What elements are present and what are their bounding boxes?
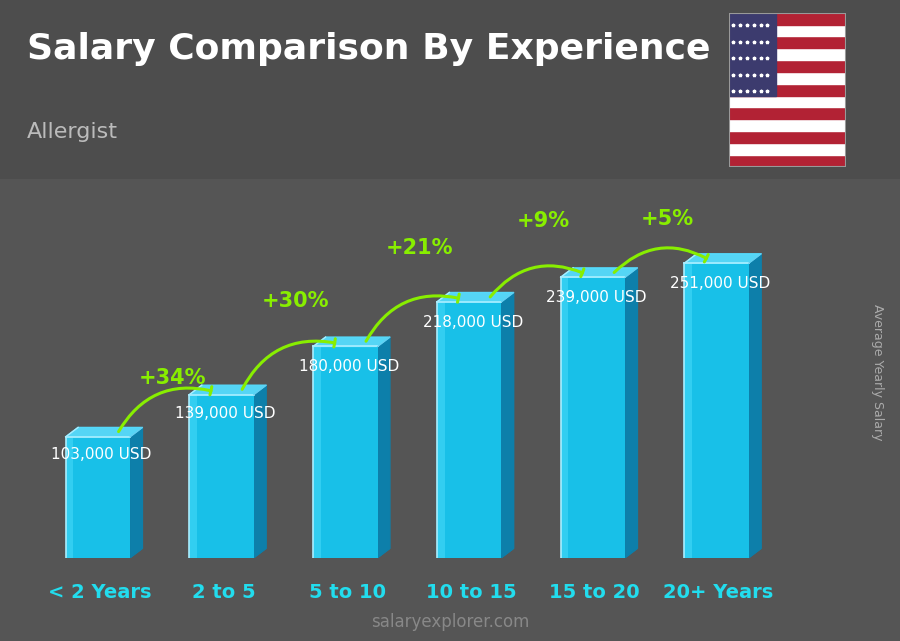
Polygon shape	[437, 292, 514, 302]
Text: 20+ Years: 20+ Years	[663, 583, 774, 603]
Text: +21%: +21%	[386, 238, 454, 258]
Bar	[729, 13, 846, 24]
Bar	[729, 13, 776, 96]
Text: salaryexplorer.com: salaryexplorer.com	[371, 613, 529, 631]
Text: +5%: +5%	[641, 209, 694, 229]
Polygon shape	[749, 254, 761, 558]
Text: 239,000 USD: 239,000 USD	[546, 290, 647, 305]
Polygon shape	[749, 548, 761, 558]
Bar	[313, 347, 377, 558]
Polygon shape	[501, 292, 514, 558]
Polygon shape	[377, 337, 390, 558]
Text: 103,000 USD: 103,000 USD	[51, 447, 152, 462]
Bar	[729, 131, 846, 143]
Bar	[729, 72, 846, 84]
Text: 218,000 USD: 218,000 USD	[423, 315, 523, 329]
Bar	[66, 437, 74, 558]
Bar	[313, 347, 321, 558]
Text: Allergist: Allergist	[27, 122, 118, 142]
Polygon shape	[625, 548, 637, 558]
Text: +30%: +30%	[262, 291, 329, 312]
Text: 10 to 15: 10 to 15	[426, 583, 517, 603]
Bar	[561, 278, 569, 558]
Text: 15 to 20: 15 to 20	[549, 583, 640, 603]
Bar	[729, 119, 846, 131]
Bar	[561, 278, 625, 558]
Bar	[437, 302, 501, 558]
Bar	[437, 302, 445, 558]
Polygon shape	[313, 337, 390, 347]
Polygon shape	[189, 385, 266, 395]
Polygon shape	[66, 428, 142, 437]
Bar	[66, 437, 130, 558]
Text: 180,000 USD: 180,000 USD	[299, 360, 400, 374]
Bar	[729, 48, 846, 60]
Polygon shape	[130, 548, 142, 558]
Text: +34%: +34%	[139, 367, 206, 388]
Polygon shape	[561, 268, 637, 278]
Bar	[189, 395, 254, 558]
Polygon shape	[685, 254, 761, 263]
Bar	[729, 155, 846, 167]
Text: +9%: +9%	[517, 212, 570, 231]
Polygon shape	[625, 268, 637, 558]
Bar	[729, 96, 846, 108]
Bar	[729, 84, 846, 96]
Polygon shape	[130, 428, 142, 558]
Bar	[685, 263, 749, 558]
Bar	[685, 263, 692, 558]
Bar	[729, 108, 846, 119]
Text: Average Yearly Salary: Average Yearly Salary	[871, 304, 884, 440]
Polygon shape	[377, 548, 390, 558]
Polygon shape	[501, 548, 514, 558]
Bar	[729, 37, 846, 48]
Bar	[189, 395, 197, 558]
Polygon shape	[254, 385, 266, 558]
Text: < 2 Years: < 2 Years	[48, 583, 151, 603]
Bar	[729, 24, 846, 37]
Text: 5 to 10: 5 to 10	[309, 583, 386, 603]
Polygon shape	[254, 548, 266, 558]
Bar	[729, 143, 846, 155]
Text: Salary Comparison By Experience: Salary Comparison By Experience	[27, 32, 710, 66]
Text: 2 to 5: 2 to 5	[192, 583, 256, 603]
Text: 139,000 USD: 139,000 USD	[176, 406, 275, 421]
Text: 251,000 USD: 251,000 USD	[670, 276, 770, 291]
Bar	[729, 60, 846, 72]
